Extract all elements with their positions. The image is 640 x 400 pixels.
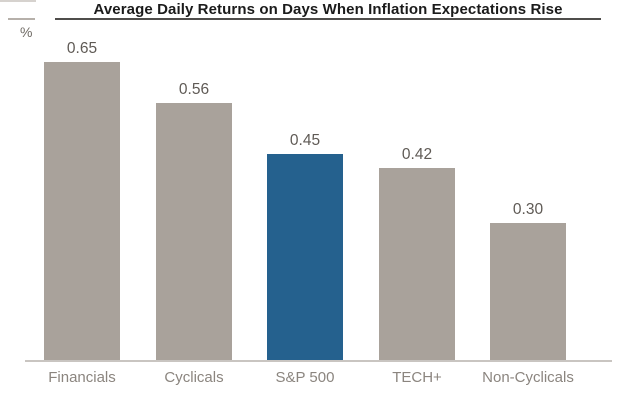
bar-value-label-non-cyclicals: 0.30 [512,201,544,218]
category-label-s-p-500: S&P 500 [275,369,335,386]
chart-title: Average Daily Returns on Days When Infla… [93,1,563,18]
unit-axis-tick [8,18,35,20]
bar-cyclicals [156,103,232,361]
bar-tech [379,168,455,361]
category-label-cyclicals: Cyclicals [164,369,224,386]
bar-non-cyclicals [490,223,566,361]
y-axis-unit-label: % [20,24,33,40]
category-label-tech: TECH+ [392,369,442,386]
bar-value-label-s-p-500: 0.45 [289,132,321,149]
category-label-non-cyclicals: Non-Cyclicals [482,369,574,386]
corner-mark [0,0,36,2]
title-underline [55,18,601,20]
bar-financials [44,62,120,361]
x-axis-line [25,360,612,362]
bar-value-label-cyclicals: 0.56 [178,81,210,98]
category-label-financials: Financials [48,369,116,386]
bar-s-p-500 [267,154,343,361]
bar-value-label-financials: 0.65 [66,40,98,57]
bar-value-label-tech: 0.42 [401,146,433,163]
